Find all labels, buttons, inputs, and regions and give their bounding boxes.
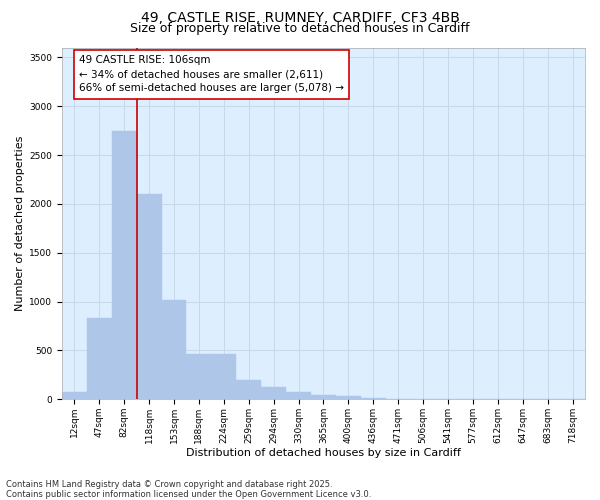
Bar (286, 392, 311, 400)
Bar (62, 392, 87, 400)
Bar (261, 386, 286, 400)
Bar (311, 395, 336, 400)
Bar (87, 318, 112, 400)
Bar (187, 354, 211, 400)
Text: Contains HM Land Registry data © Crown copyright and database right 2025.
Contai: Contains HM Land Registry data © Crown c… (6, 480, 371, 499)
Bar (112, 130, 137, 400)
Bar (137, 194, 161, 400)
Bar (236, 380, 261, 400)
Bar (161, 300, 187, 400)
Bar (361, 398, 386, 400)
Bar (386, 398, 410, 400)
Bar (211, 354, 236, 400)
Text: 49 CASTLE RISE: 106sqm
← 34% of detached houses are smaller (2,611)
66% of semi-: 49 CASTLE RISE: 106sqm ← 34% of detached… (79, 56, 344, 94)
X-axis label: Distribution of detached houses by size in Cardiff: Distribution of detached houses by size … (186, 448, 461, 458)
Y-axis label: Number of detached properties: Number of detached properties (15, 136, 25, 311)
Text: Size of property relative to detached houses in Cardiff: Size of property relative to detached ho… (130, 22, 470, 35)
Text: 49, CASTLE RISE, RUMNEY, CARDIFF, CF3 4BB: 49, CASTLE RISE, RUMNEY, CARDIFF, CF3 4B… (140, 11, 460, 25)
Bar (336, 396, 361, 400)
